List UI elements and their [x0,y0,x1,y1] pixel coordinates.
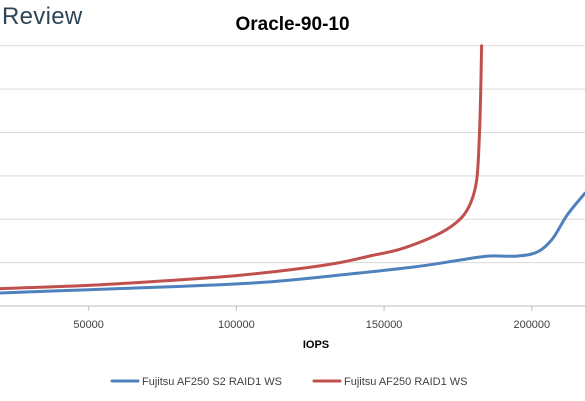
chart-title: Oracle-90-10 [235,14,350,35]
legend-label-1: Fujitsu AF250 RAID1 WS [344,376,468,388]
grid-lines [0,45,585,264]
series-line-1 [0,44,484,291]
series-line-0 [0,191,585,295]
x-tick-labels: 50000 100000 150000 200000 [73,319,550,331]
x-tick-label-2: 150000 [366,319,403,331]
x-axis-label: IOPS [303,339,329,351]
x-axis [0,305,585,311]
legend: Fujitsu AF250 S2 RAID1 WS Fujitsu AF250 R… [110,376,468,388]
x-tick-label-0: 50000 [73,319,104,331]
series-lines [0,44,585,295]
x-tick-label-1: 100000 [218,319,255,331]
x-tick-label-3: 200000 [513,319,550,331]
legend-label-0: Fujitsu AF250 S2 RAID1 WS [142,376,282,388]
brand-logo-text: Review [2,3,83,30]
